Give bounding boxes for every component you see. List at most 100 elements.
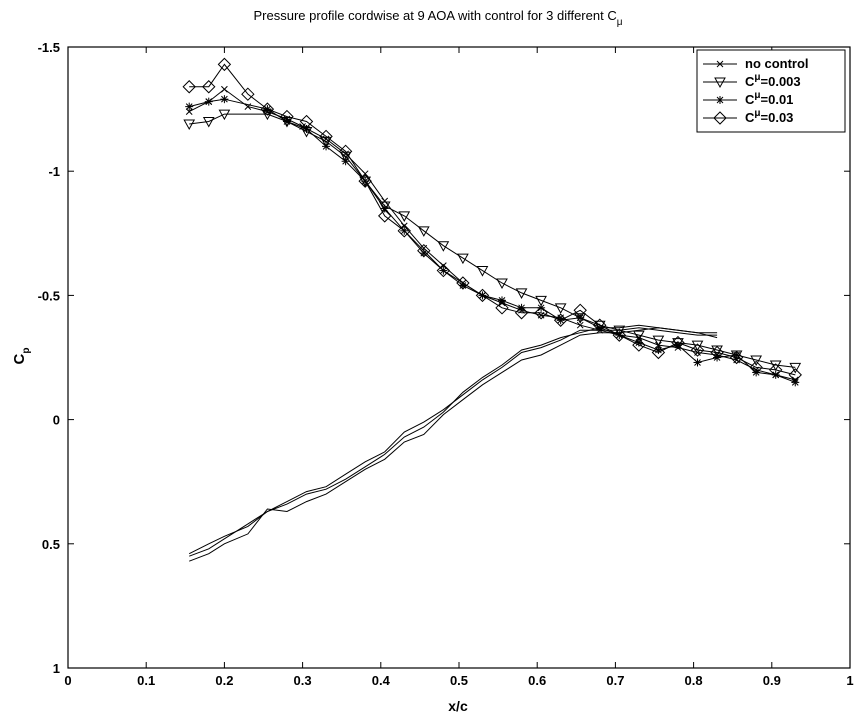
diamond-marker — [358, 174, 372, 188]
star-marker — [791, 378, 800, 387]
triangle-marker — [320, 136, 332, 148]
star-marker — [380, 204, 389, 213]
diamond-marker — [534, 306, 548, 320]
x-tick-label: 0.9 — [763, 673, 781, 688]
x-tick-label: 0.1 — [137, 673, 155, 688]
diamond-marker — [397, 224, 411, 238]
y-tick-label: 1 — [53, 661, 60, 676]
diamond-marker — [690, 343, 705, 357]
triangle-marker — [183, 119, 196, 131]
legend-item: Cμ=0.003 — [703, 72, 801, 89]
diamond-marker — [417, 243, 431, 258]
diamond-marker — [182, 80, 196, 94]
triangle-marker — [417, 226, 430, 237]
diamond-marker — [475, 288, 490, 303]
x-axis-label: x/c — [448, 698, 468, 714]
x-tick-label: 0.3 — [294, 673, 312, 688]
triangle-marker — [457, 253, 469, 265]
chart-title: Pressure profile cordwise at 9 AOA with … — [254, 8, 623, 28]
diamond-marker — [573, 303, 587, 318]
diamond-marker — [378, 209, 392, 223]
triangle-marker — [398, 211, 411, 222]
star-marker — [713, 353, 722, 362]
plot-area — [67, 46, 851, 669]
triangle-marker — [750, 355, 763, 367]
series-6 — [188, 324, 718, 555]
x-tick-group: 0 0.1 0.2 0.3 0.4 0.5 0.6 0.7 0.8 0.9 1 — [64, 47, 854, 688]
star-marker — [716, 96, 724, 104]
y-tick-label: 0 — [53, 413, 60, 428]
x-tick-label: 0.4 — [372, 673, 391, 688]
triangle-marker — [218, 109, 231, 121]
legend-label: Cμ=0.01 — [745, 90, 793, 107]
triangle-marker — [789, 362, 802, 374]
triangle-marker — [652, 335, 665, 347]
diamond-marker — [788, 368, 802, 382]
series-5 — [189, 327, 718, 562]
diamond-marker — [217, 57, 232, 72]
triangle-marker — [769, 360, 782, 371]
legend-item: Cμ=0.03 — [703, 108, 793, 125]
triangle-marker — [515, 288, 528, 299]
diamond-marker — [749, 360, 763, 375]
triangle-marker — [714, 77, 726, 89]
legend-label: Cμ=0.03 — [745, 108, 793, 125]
diamond-marker — [319, 129, 333, 144]
triangle-marker — [691, 340, 704, 352]
triangle-marker — [535, 295, 547, 307]
series-3 — [182, 57, 802, 382]
diamond-marker — [456, 276, 470, 290]
diamond-marker — [338, 144, 353, 159]
triangle-marker — [476, 266, 489, 277]
x-tick-label: 0.6 — [528, 673, 546, 688]
triangle-marker — [496, 278, 508, 290]
y-tick-label: -0.5 — [38, 288, 60, 303]
triangle-marker — [437, 241, 450, 252]
star-marker — [498, 296, 507, 305]
star-marker — [537, 303, 546, 312]
plot-frame — [67, 46, 851, 669]
legend-item: Cμ=0.01 — [703, 90, 793, 107]
x-tick-label: 1 — [846, 673, 853, 688]
star-marker — [322, 142, 331, 151]
x-tick-label: 0.7 — [606, 673, 624, 688]
y-tick-label: -1 — [48, 164, 60, 179]
x-marker — [221, 85, 228, 93]
x-tick-label: 0 — [64, 673, 71, 688]
diamond-marker — [651, 345, 666, 360]
x-tick-label: 0.2 — [215, 673, 233, 688]
series-line — [189, 63, 796, 376]
x-marker — [440, 262, 447, 269]
diamond-marker — [729, 350, 744, 365]
diamond-marker — [593, 318, 607, 332]
diamond-marker — [632, 338, 646, 352]
diamond-marker — [241, 87, 255, 101]
x-tick-label: 0.8 — [685, 673, 703, 688]
series-line — [188, 324, 718, 555]
x-marker — [716, 60, 724, 68]
diamond-marker — [202, 80, 216, 94]
star-marker — [771, 370, 780, 379]
star-marker — [204, 97, 213, 106]
triangle-marker — [202, 117, 215, 128]
diamond-marker — [710, 345, 724, 360]
legend-label: no control — [745, 56, 809, 71]
star-marker — [517, 303, 526, 312]
diamond-marker — [713, 111, 727, 125]
diamond-marker — [280, 109, 294, 124]
series-layer — [182, 57, 802, 562]
diamond-marker — [299, 114, 314, 129]
series-line — [189, 327, 718, 562]
y-axis-label: Cp — [11, 348, 32, 365]
diamond-marker — [260, 102, 275, 116]
diamond-marker — [769, 363, 783, 377]
triangle-marker — [554, 303, 567, 314]
star-marker — [752, 368, 761, 377]
y-tick-label: -1.5 — [38, 40, 60, 55]
diamond-marker — [514, 306, 529, 320]
triangle-marker — [339, 151, 352, 163]
star-marker — [341, 157, 350, 166]
star-marker — [185, 102, 194, 111]
